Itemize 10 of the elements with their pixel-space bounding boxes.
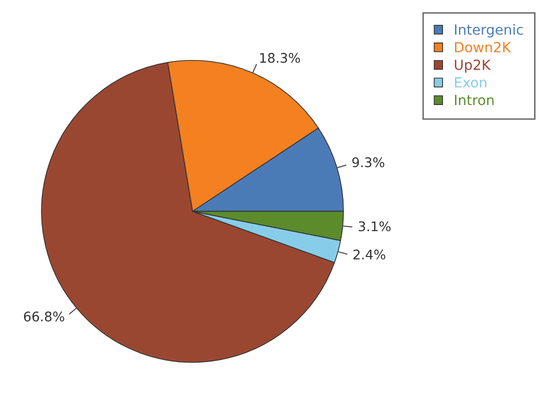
legend-label: Down2K [455,42,512,52]
legend-label: Up2K [454,60,491,73]
data-label: 18.3% [260,52,300,63]
data-label: 66.8% [24,311,64,322]
legend-label: Exon [455,77,486,88]
legend-label: Intron [455,94,494,106]
data-label: 3.1% [358,221,391,232]
legend-label: Intergenic [455,24,523,38]
data-label: 2.4% [353,250,386,260]
data-label: 9.3% [352,157,384,168]
